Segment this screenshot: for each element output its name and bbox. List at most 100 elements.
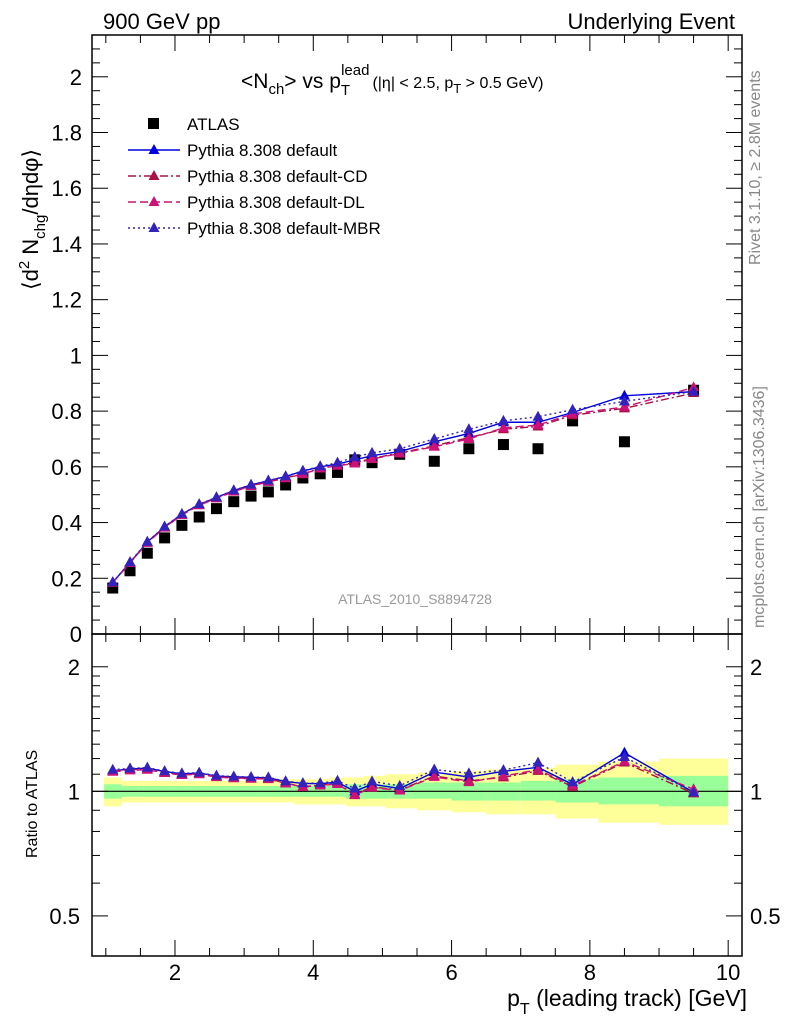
analysis-id: ATLAS_2010_S8894728 bbox=[338, 591, 492, 607]
series-line bbox=[112, 390, 694, 583]
data-point bbox=[618, 389, 630, 400]
ratio-point bbox=[463, 767, 475, 778]
x-tick-label: 8 bbox=[584, 960, 596, 985]
svg-text:<Nch> vs pTlead(|η| < 2.5, pT: <Nch> vs pTlead(|η| < 2.5, pT > 0.5 GeV) bbox=[241, 62, 543, 99]
legend-label: Pythia 8.308 default bbox=[187, 141, 338, 160]
legend-item: Pythia 8.308 default bbox=[128, 141, 338, 160]
rivet-label: Rivet 3.1.10, ≥ 2.8M events bbox=[747, 70, 764, 265]
y-tick-label: 0.4 bbox=[51, 511, 82, 536]
ratio-point bbox=[349, 782, 361, 793]
data-point bbox=[366, 453, 378, 464]
ratio-point bbox=[532, 763, 544, 774]
ratio-point bbox=[245, 771, 257, 782]
data-point bbox=[532, 410, 544, 421]
series-4 bbox=[107, 385, 700, 587]
data-point bbox=[193, 498, 205, 509]
ratio-tick-label-right: 1 bbox=[750, 779, 762, 804]
y-tick-label: 1.6 bbox=[51, 176, 82, 201]
legend: ATLAS Pythia 8.308 default Pythia 8.308 de… bbox=[128, 115, 381, 238]
data-point bbox=[245, 490, 257, 502]
ratio-point bbox=[176, 767, 188, 778]
legend-label: Pythia 8.308 default-CD bbox=[187, 167, 368, 186]
x-tick-label: 2 bbox=[169, 960, 181, 985]
data-point bbox=[314, 460, 326, 471]
ratio-tick-label-left: 1 bbox=[68, 779, 80, 804]
data-point bbox=[280, 479, 292, 491]
series-1 bbox=[107, 385, 700, 587]
data-point bbox=[618, 395, 630, 406]
legend-label: ATLAS bbox=[187, 115, 240, 134]
y-tick-label: 1.8 bbox=[51, 121, 82, 146]
data-point bbox=[124, 556, 136, 567]
series-0 bbox=[107, 384, 700, 594]
data-point bbox=[497, 439, 509, 451]
data-point bbox=[107, 576, 119, 587]
ratio-series-4 bbox=[107, 751, 700, 797]
data-point bbox=[463, 432, 475, 443]
ratio-point bbox=[428, 763, 440, 774]
series-3 bbox=[107, 381, 700, 587]
ratio-point bbox=[262, 771, 274, 782]
ratio-point bbox=[331, 774, 343, 785]
data-point bbox=[124, 565, 136, 577]
ratio-point bbox=[497, 764, 509, 775]
ratio-point bbox=[394, 779, 406, 790]
ratio-band-stat bbox=[417, 782, 452, 799]
y-tick-label: 0 bbox=[70, 622, 82, 647]
data-point bbox=[228, 484, 240, 495]
x-tick-label: 10 bbox=[716, 960, 740, 985]
data-point bbox=[618, 400, 630, 411]
data-point bbox=[567, 415, 579, 427]
ratio-panel: 2 4 6 8 10 0.5 0.5 1 1 2 2 Ratio to ATLAS bbox=[24, 633, 781, 985]
svg-text:⟨d2 Nchg/dηdφ⟩: ⟨d2 Nchg/dηdφ⟩ bbox=[16, 149, 49, 290]
data-point bbox=[463, 443, 475, 455]
ratio-point bbox=[124, 762, 136, 773]
data-point bbox=[532, 443, 544, 455]
ratio-point bbox=[141, 761, 153, 772]
y-tick-label: 0.8 bbox=[51, 399, 82, 424]
ratio-point bbox=[428, 770, 440, 781]
data-point bbox=[567, 403, 579, 414]
y-tick-label: 2 bbox=[70, 65, 82, 90]
legend-label: Pythia 8.308 default-MBR bbox=[187, 219, 381, 238]
data-point bbox=[349, 451, 361, 462]
header-right: Underlying Event bbox=[567, 9, 735, 34]
ratio-tick-label-left: 2 bbox=[68, 655, 80, 680]
data-point bbox=[107, 582, 119, 594]
data-point bbox=[159, 520, 171, 531]
data-point bbox=[349, 457, 361, 468]
series-line bbox=[112, 390, 694, 583]
data-point bbox=[532, 419, 544, 430]
svg-text:pT (leading track) [GeV]: pT (leading track) [GeV] bbox=[507, 985, 747, 1018]
y-tick-label: 1.2 bbox=[51, 288, 82, 313]
data-point bbox=[618, 436, 630, 448]
plot-title: <Nch> vs pTlead(|η| < 2.5, pT > 0.5 GeV) bbox=[241, 62, 543, 99]
x-axis-label: pT (leading track) [GeV] bbox=[507, 985, 747, 1018]
data-point bbox=[394, 442, 406, 453]
legend-item: Pythia 8.308 default-MBR bbox=[128, 219, 381, 238]
data-point bbox=[228, 496, 240, 508]
data-point bbox=[688, 385, 700, 396]
data-point bbox=[314, 468, 326, 480]
ratio-band-stat bbox=[520, 780, 556, 801]
ratio-point bbox=[314, 777, 326, 788]
ratio-point bbox=[567, 776, 579, 787]
series-line bbox=[112, 392, 694, 583]
ratio-point bbox=[366, 781, 378, 792]
series-line bbox=[112, 386, 694, 584]
data-point bbox=[463, 423, 475, 434]
data-point bbox=[297, 464, 309, 475]
legend-item: Pythia 8.308 default-DL bbox=[128, 193, 365, 212]
data-point bbox=[159, 532, 171, 544]
x-tick-label: 4 bbox=[307, 960, 319, 985]
y-tick-label: 1.4 bbox=[51, 232, 82, 257]
ratio-point bbox=[107, 763, 119, 774]
data-point bbox=[210, 491, 222, 502]
ratio-point bbox=[532, 756, 544, 767]
data-point bbox=[331, 456, 343, 467]
data-point bbox=[193, 511, 205, 523]
ratio-tick-label-right: 2 bbox=[750, 655, 762, 680]
y-tick-label: 0.2 bbox=[51, 566, 82, 591]
ratio-point bbox=[193, 766, 205, 777]
data-point bbox=[141, 547, 153, 559]
